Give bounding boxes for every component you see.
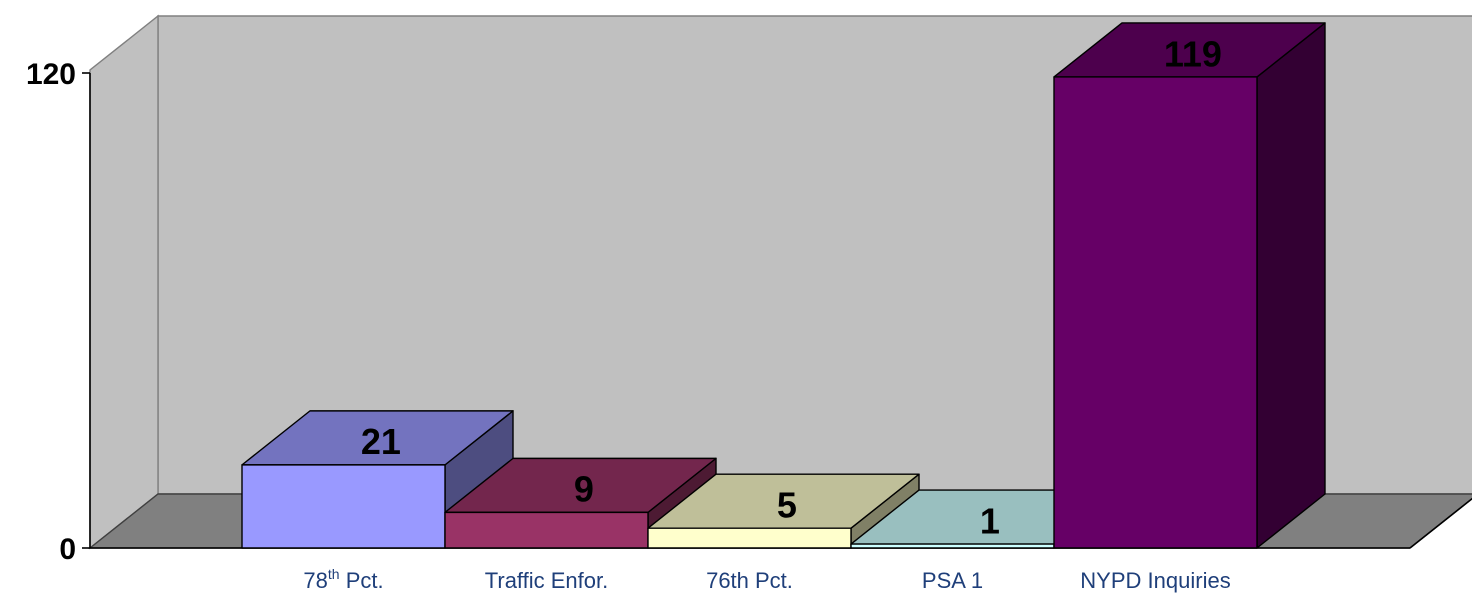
x-axis-depth-line [1409,497,1472,549]
category-label: PSA 1 [922,568,983,593]
bar-side [1256,22,1326,549]
y-tick-label: 0 [59,533,76,566]
bar [241,410,514,549]
bar [1053,22,1326,549]
bar-front [850,543,1055,549]
data-label: 119 [1164,33,1222,74]
chart-bars [241,22,1326,549]
side-wall [89,14,159,550]
category-label: 76th Pct. [706,568,793,593]
bar-front [241,464,446,549]
bar-front [1053,76,1258,549]
category-label: Traffic Enfor. [485,568,609,593]
category-label: 78th Pct. [303,566,383,593]
category-label: NYPD Inquiries [1080,568,1230,593]
bar-front [444,511,649,549]
data-label: 5 [777,485,797,526]
chart-data-labels: 21 9 5 1 119 [361,33,1222,541]
data-label: 1 [980,500,1000,541]
chart-category-labels: 78th Pct. Traffic Enfor. 76th Pct. PSA 1 NYP… [303,566,1230,593]
y-tick-label: 120 [26,58,76,91]
bar [647,473,920,549]
data-label: 9 [574,469,594,510]
data-label: 21 [361,421,401,462]
bar-front [647,527,852,549]
